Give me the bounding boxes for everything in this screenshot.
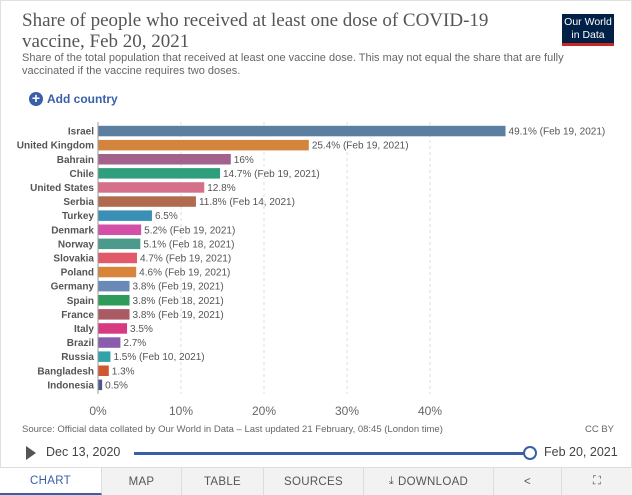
bar-category-label: Denmark [51, 225, 94, 236]
tab-chart-label: CHART [30, 474, 71, 487]
bar-value-label: 14.7% (Feb 19, 2021) [223, 169, 320, 180]
license-link[interactable]: CC BY [584, 424, 614, 435]
tab-download[interactable]: ⤓ DOWNLOAD [364, 468, 494, 495]
owid-logo[interactable]: Our World in Data [562, 14, 614, 46]
fullscreen-button[interactable]: ⛶ [562, 468, 632, 495]
x-tick-label: 40% [418, 404, 442, 418]
bar-value-label: 16% [234, 155, 254, 166]
bar [98, 379, 103, 391]
bar [98, 252, 138, 264]
plus-circle-icon: + [29, 91, 43, 106]
bar [98, 280, 130, 292]
bar-value-label: 4.6% (Feb 19, 2021) [139, 268, 230, 279]
bar-value-label: 5.1% (Feb 18, 2021) [143, 239, 234, 250]
tab-table-label: TABLE [203, 475, 242, 488]
add-country-button[interactable]: + Add country [29, 91, 118, 106]
bar [98, 154, 231, 165]
x-tick-label: 20% [252, 404, 276, 418]
bar [98, 182, 205, 193]
share-button[interactable]: < [494, 468, 562, 495]
bar-value-label: 1.5% (Feb 10, 2021) [113, 352, 204, 363]
x-tick-label: 0% [89, 404, 107, 418]
logo-line-2: in Data [571, 29, 605, 41]
bar-category-label: Brazil [67, 338, 94, 349]
bar-value-label: 11.8% (Feb 14, 2021) [199, 197, 295, 208]
download-icon: ⤓ [388, 475, 395, 487]
bar-chart: 0% 10% 20% 30% 40% Israel 49.1% (Feb 19, 2021)… [17, 122, 606, 418]
bar-category-label: Slovakia [53, 253, 94, 264]
bar [98, 309, 130, 320]
timeline-start-date: Dec 13, 2020 [46, 445, 121, 459]
bar-value-label: 3.8% (Feb 19, 2021) [133, 310, 224, 321]
bar-value-label: 1.3% [112, 366, 135, 377]
bar-category-label: United States [30, 183, 94, 194]
bar [98, 210, 152, 221]
bar-value-label: 6.5% [155, 211, 178, 222]
share-icon: < [523, 475, 532, 488]
bar-category-label: Norway [58, 239, 95, 250]
bar-value-label: 25.4% (Feb 19, 2021) [312, 141, 409, 152]
tab-sources[interactable]: SOURCES [264, 468, 364, 495]
tab-map-label: MAP [128, 475, 155, 488]
add-country-label: Add country [47, 92, 118, 106]
chart-title: Share of people who received at least on… [22, 10, 489, 52]
timeline-track[interactable] [134, 452, 530, 455]
bar-value-label: 49.1% (Feb 19, 2021) [509, 127, 606, 138]
timeline-fill [134, 452, 530, 455]
bar [98, 224, 142, 235]
source-note: Source: Official data collated by Our Wo… [22, 424, 443, 435]
bar-value-label: 3.8% (Feb 19, 2021) [133, 282, 224, 293]
bar-category-label: Russia [61, 352, 94, 363]
bar [98, 323, 128, 334]
bar-value-label: 3.5% [130, 324, 153, 335]
bar-category-label: Poland [61, 268, 94, 279]
x-tick-label: 10% [169, 404, 193, 418]
tab-map[interactable]: MAP [102, 468, 182, 495]
bar-value-label: 3.8% (Feb 18, 2021) [133, 296, 224, 307]
bar [98, 125, 506, 137]
bar [98, 168, 221, 179]
bar-value-label: 4.7% (Feb 19, 2021) [140, 253, 231, 264]
play-icon[interactable] [26, 446, 36, 460]
bar [98, 196, 196, 207]
bar-category-label: Israel [68, 127, 94, 138]
bar-value-label: 12.8% [207, 183, 235, 194]
bar [98, 295, 130, 306]
bar-category-label: Indonesia [47, 380, 94, 391]
bar-category-label: Bahrain [57, 155, 94, 166]
bar [98, 351, 111, 362]
timeline: Dec 13, 2020 Feb 20, 2021 [22, 444, 618, 462]
tab-download-label: DOWNLOAD [398, 475, 469, 488]
bar-category-label: Chile [70, 169, 95, 180]
chart-subtitle: Share of the total population that recei… [22, 52, 564, 77]
bar [98, 266, 137, 278]
bar-value-label: 2.7% [123, 338, 146, 349]
fullscreen-icon: ⛶ [592, 475, 602, 487]
bar-category-label: Germany [51, 282, 95, 293]
tab-bar: CHART MAP TABLE SOURCES ⤓ DOWNLOAD < ⛶ [0, 467, 632, 495]
x-tick-label: 30% [335, 404, 359, 418]
tab-table[interactable]: TABLE [182, 468, 264, 495]
logo-line-1: Our World [564, 16, 612, 28]
bar-category-label: France [61, 310, 94, 321]
bar-category-label: Serbia [63, 197, 94, 208]
tab-chart[interactable]: CHART [0, 468, 102, 495]
bar-category-label: Turkey [62, 211, 94, 222]
bar [98, 365, 109, 376]
bar [98, 337, 121, 348]
tab-sources-label: SOURCES [284, 475, 343, 488]
bar-category-label: United Kingdom [17, 141, 94, 152]
bar-category-label: Italy [74, 324, 94, 335]
bar [98, 139, 309, 151]
bar-category-label: Spain [67, 296, 94, 307]
bar-category-label: Bangladesh [37, 366, 94, 377]
bar-value-label: 5.2% (Feb 19, 2021) [144, 225, 235, 236]
timeline-handle[interactable] [523, 446, 537, 460]
bar-value-label: 0.5% [105, 380, 128, 391]
bar [98, 238, 141, 250]
timeline-end-date: Feb 20, 2021 [544, 445, 618, 459]
